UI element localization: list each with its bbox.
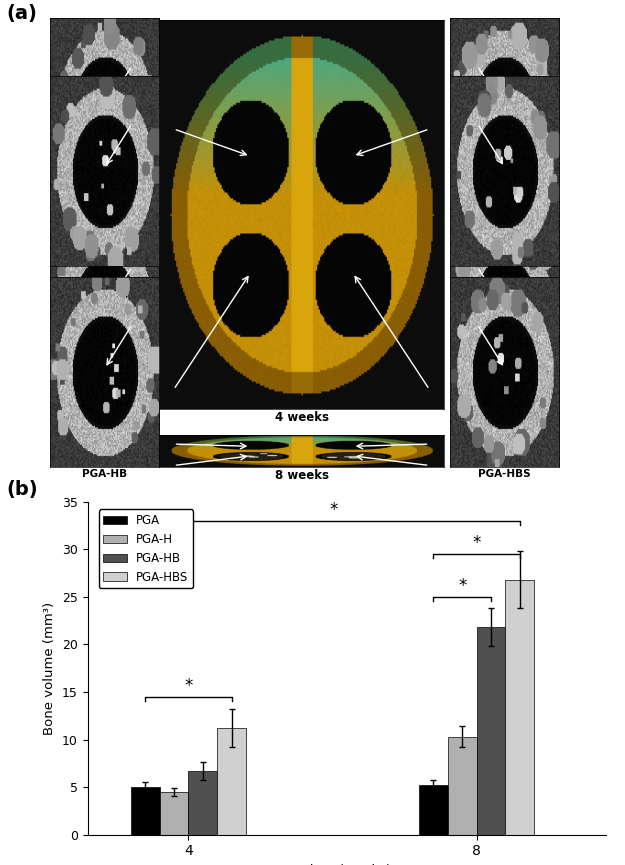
X-axis label: PGA-HB: PGA-HB	[82, 469, 127, 479]
Bar	[159, 792, 188, 835]
Text: *: *	[330, 501, 338, 519]
Y-axis label: Bone volume (mm³): Bone volume (mm³)	[43, 602, 56, 734]
Text: *: *	[458, 577, 466, 595]
X-axis label: PGA-HBS: PGA-HBS	[478, 469, 531, 479]
X-axis label: 8 weeks: 8 weeks	[274, 469, 329, 482]
Bar	[188, 771, 218, 835]
Bar	[448, 737, 476, 835]
Bar	[419, 785, 447, 835]
Bar	[476, 627, 506, 835]
X-axis label: 4 weeks: 4 weeks	[274, 411, 329, 424]
X-axis label: PGA-H: PGA-H	[486, 268, 523, 278]
Bar	[217, 728, 246, 835]
Text: *: *	[184, 676, 192, 695]
X-axis label: PGA: PGA	[92, 268, 117, 278]
X-axis label: Time (weeks): Time (weeks)	[302, 864, 391, 865]
Bar	[506, 580, 534, 835]
Text: *: *	[472, 534, 481, 552]
Text: (a): (a)	[6, 4, 37, 23]
Legend: PGA, PGA-H, PGA-HB, PGA-HBS: PGA, PGA-H, PGA-HB, PGA-HBS	[99, 509, 193, 588]
X-axis label: PGA-HBS: PGA-HBS	[478, 411, 531, 421]
Bar	[131, 787, 159, 835]
X-axis label: PGA-HB: PGA-HB	[82, 411, 127, 421]
X-axis label: PGA: PGA	[92, 210, 117, 220]
Text: (b): (b)	[6, 480, 38, 499]
X-axis label: PGA-H: PGA-H	[486, 210, 523, 220]
